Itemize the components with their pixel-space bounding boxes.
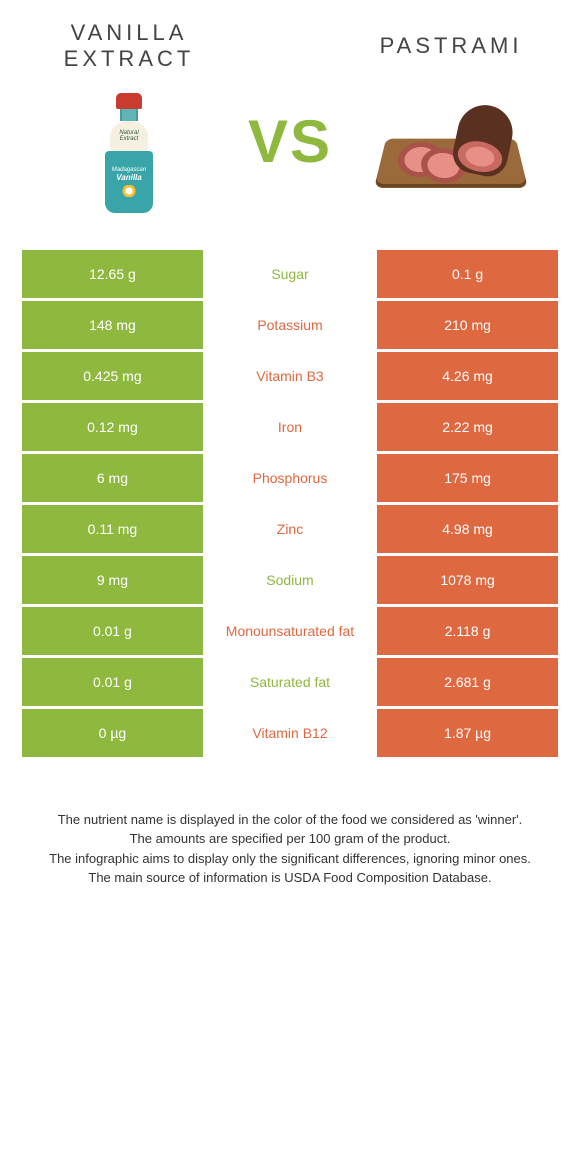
- left-food-title: VANILLA EXTRACT: [20, 20, 238, 73]
- left-value-cell: 0.12 mg: [22, 403, 203, 451]
- footnotes: The nutrient name is displayed in the co…: [20, 810, 560, 888]
- right-value-cell: 175 mg: [377, 454, 558, 502]
- table-row: 0.12 mgIron2.22 mg: [22, 403, 558, 451]
- nutrient-label-cell: Zinc: [205, 505, 375, 553]
- nutrient-table-body: 12.65 gSugar0.1 g148 mgPotassium210 mg0.…: [22, 250, 558, 757]
- right-value-cell: 2.118 g: [377, 607, 558, 655]
- right-food-header: PASTRAMI: [342, 33, 560, 209]
- nutrient-label-cell: Sugar: [205, 250, 375, 298]
- left-value-cell: 0.11 mg: [22, 505, 203, 553]
- left-food-image: NaturalExtract Madagascan Vanilla: [20, 93, 238, 223]
- nutrient-table: 12.65 gSugar0.1 g148 mgPotassium210 mg0.…: [20, 247, 560, 760]
- left-value-cell: 12.65 g: [22, 250, 203, 298]
- right-value-cell: 2.22 mg: [377, 403, 558, 451]
- left-value-cell: 148 mg: [22, 301, 203, 349]
- right-value-cell: 4.98 mg: [377, 505, 558, 553]
- header-row: VANILLA EXTRACT NaturalExtract Madagasca…: [20, 20, 560, 223]
- nutrient-label-cell: Phosphorus: [205, 454, 375, 502]
- left-value-cell: 0.425 mg: [22, 352, 203, 400]
- infographic-container: VANILLA EXTRACT NaturalExtract Madagasca…: [0, 0, 580, 928]
- table-row: 0.425 mgVitamin B34.26 mg: [22, 352, 558, 400]
- table-row: 0.01 gSaturated fat2.681 g: [22, 658, 558, 706]
- right-value-cell: 0.1 g: [377, 250, 558, 298]
- left-value-cell: 9 mg: [22, 556, 203, 604]
- footnote-line: The main source of information is USDA F…: [30, 868, 550, 888]
- nutrient-label-cell: Sodium: [205, 556, 375, 604]
- nutrient-label-cell: Vitamin B3: [205, 352, 375, 400]
- table-row: 6 mgPhosphorus175 mg: [22, 454, 558, 502]
- nutrient-label-cell: Vitamin B12: [205, 709, 375, 757]
- right-value-cell: 1078 mg: [377, 556, 558, 604]
- pastrami-icon: [376, 95, 526, 195]
- nutrient-label-cell: Iron: [205, 403, 375, 451]
- nutrient-label-cell: Potassium: [205, 301, 375, 349]
- nutrient-label-cell: Monounsaturated fat: [205, 607, 375, 655]
- right-value-cell: 4.26 mg: [377, 352, 558, 400]
- right-value-cell: 1.87 µg: [377, 709, 558, 757]
- right-food-image: [342, 80, 560, 210]
- table-row: 0 µgVitamin B121.87 µg: [22, 709, 558, 757]
- table-row: 9 mgSodium1078 mg: [22, 556, 558, 604]
- table-row: 0.11 mgZinc4.98 mg: [22, 505, 558, 553]
- left-food-header: VANILLA EXTRACT NaturalExtract Madagasca…: [20, 20, 238, 223]
- vs-label: VS: [238, 107, 342, 176]
- table-row: 12.65 gSugar0.1 g: [22, 250, 558, 298]
- vanilla-bottle-icon: NaturalExtract Madagascan Vanilla: [104, 93, 154, 223]
- footnote-line: The infographic aims to display only the…: [30, 849, 550, 869]
- left-value-cell: 0 µg: [22, 709, 203, 757]
- table-row: 0.01 gMonounsaturated fat2.118 g: [22, 607, 558, 655]
- left-value-cell: 0.01 g: [22, 607, 203, 655]
- left-value-cell: 0.01 g: [22, 658, 203, 706]
- right-value-cell: 210 mg: [377, 301, 558, 349]
- footnote-line: The nutrient name is displayed in the co…: [30, 810, 550, 830]
- left-value-cell: 6 mg: [22, 454, 203, 502]
- right-value-cell: 2.681 g: [377, 658, 558, 706]
- nutrient-label-cell: Saturated fat: [205, 658, 375, 706]
- footnote-line: The amounts are specified per 100 gram o…: [30, 829, 550, 849]
- right-food-title: PASTRAMI: [342, 33, 560, 59]
- table-row: 148 mgPotassium210 mg: [22, 301, 558, 349]
